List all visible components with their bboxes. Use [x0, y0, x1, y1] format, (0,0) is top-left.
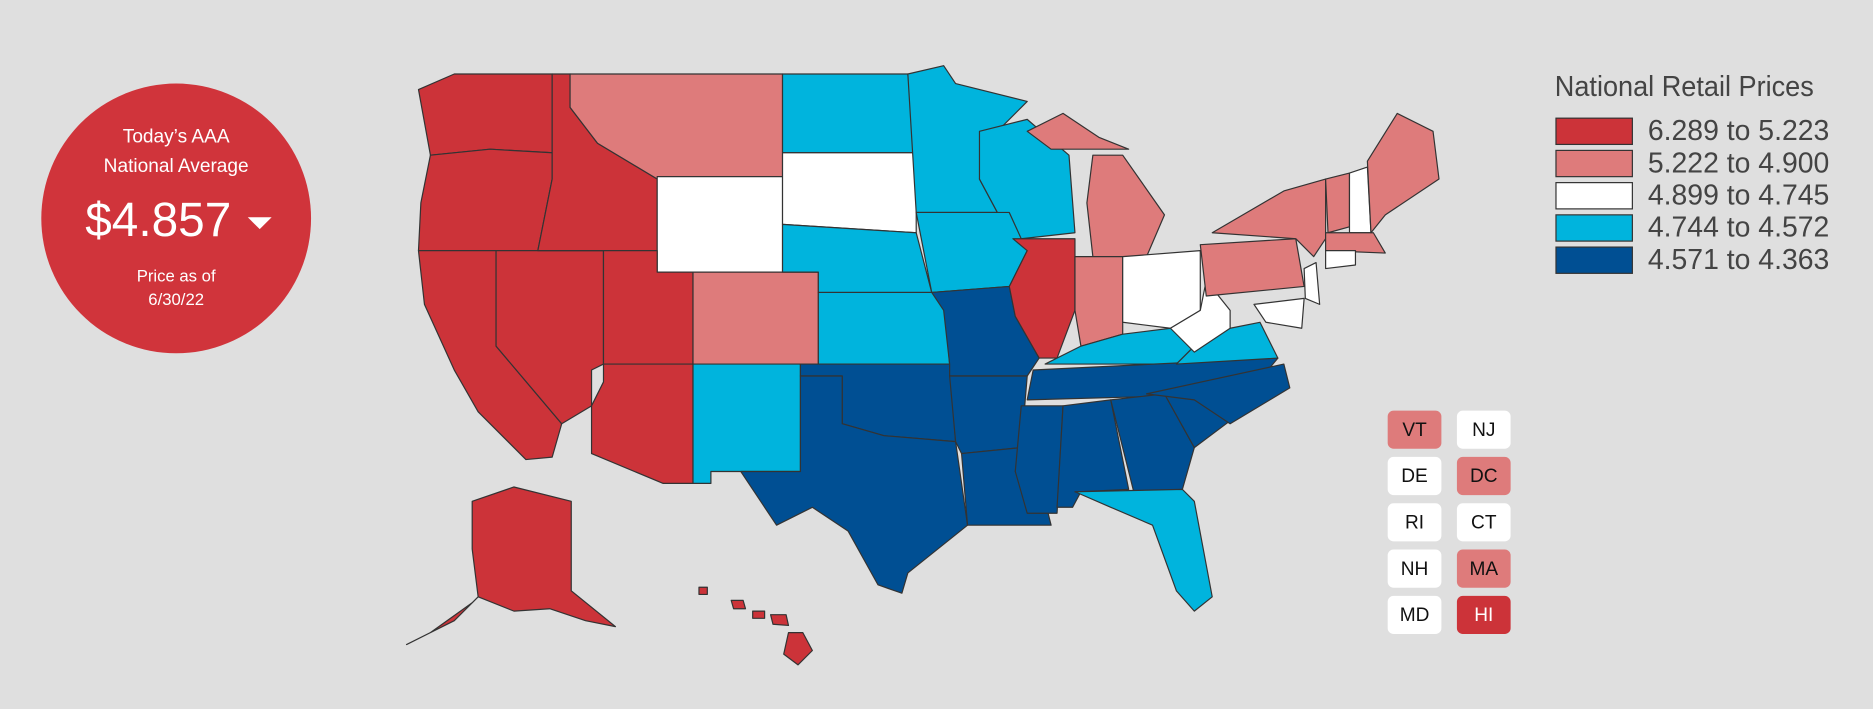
state-box-label[interactable]: NH: [1401, 559, 1429, 580]
legend-label: 4.744 to 4.572: [1648, 212, 1829, 244]
state-box-label[interactable]: VT: [1402, 420, 1427, 441]
state-box-label[interactable]: MA: [1469, 559, 1498, 580]
state-box[interactable]: [1387, 595, 1442, 635]
state-shape: [915, 211, 1028, 294]
badge-line: Today’s AAA: [123, 126, 230, 147]
state-box[interactable]: [1456, 410, 1511, 449]
state-shape: [1199, 238, 1305, 297]
state-shape: [698, 586, 708, 596]
state-shape: [417, 148, 553, 252]
state-shape: [1169, 279, 1231, 353]
state-shape: [471, 486, 617, 628]
state-shape: [1026, 112, 1130, 150]
state-shape: [1074, 488, 1213, 612]
state-box[interactable]: [1387, 549, 1442, 588]
legend-swatch: [1555, 117, 1633, 146]
state-shape: [1014, 405, 1064, 514]
state-box-label[interactable]: HI: [1474, 605, 1493, 626]
state-box[interactable]: [1387, 456, 1442, 496]
legend-swatch: [1555, 182, 1633, 210]
state-shape: [1253, 297, 1305, 329]
state-box[interactable]: [1456, 503, 1511, 542]
state-shape: [769, 614, 790, 627]
trend-icon: [247, 217, 272, 230]
state-shape: [417, 73, 553, 156]
legend-title: National Retail Prices: [1555, 71, 1814, 103]
state-box[interactable]: [1456, 456, 1511, 496]
state-shape: [783, 632, 813, 666]
state-box-label[interactable]: NJ: [1472, 420, 1495, 441]
legend-swatch: [1555, 214, 1633, 242]
legend-label: 5.222 to 4.900: [1648, 147, 1829, 179]
state-box[interactable]: [1456, 595, 1511, 635]
legend-swatch: [1555, 246, 1633, 274]
state-shape: [1366, 112, 1440, 234]
state-shape: [405, 596, 479, 646]
us-map: [405, 65, 1440, 666]
state-box-label[interactable]: DC: [1470, 466, 1498, 487]
legend-swatch: [1555, 149, 1633, 178]
state-shape: [1145, 363, 1291, 425]
badge-line: National Average: [104, 156, 249, 177]
state-box-label[interactable]: RI: [1405, 513, 1424, 534]
state-shape: [692, 271, 819, 365]
state-shape: [1086, 154, 1166, 258]
legend-label: 4.571 to 4.363: [1648, 244, 1829, 276]
state-shape: [817, 291, 951, 365]
state-box-label[interactable]: CT: [1471, 513, 1497, 534]
state-shape: [1303, 261, 1321, 305]
legend-label: 6.289 to 5.223: [1648, 115, 1829, 147]
state-boxes: VT NJ DE DC RI CT NH MA MD HI: [1387, 410, 1511, 635]
state-box-label[interactable]: DE: [1401, 466, 1428, 487]
state-shape: [1074, 256, 1124, 347]
price-badge: [41, 83, 312, 354]
state-box[interactable]: [1387, 503, 1442, 542]
state-shape: [1325, 250, 1357, 270]
state-shape: [781, 152, 917, 234]
state-shape: [656, 176, 784, 273]
state-shape: [590, 363, 694, 485]
state-shape: [730, 599, 747, 610]
state-shape: [692, 363, 802, 485]
badge-date: Price as of: [137, 266, 216, 285]
legend-label: 4.899 to 4.745: [1648, 180, 1829, 212]
state-shape: [1325, 172, 1351, 234]
state-shape: [781, 73, 917, 154]
state-shape: [1122, 250, 1201, 329]
state-shape: [949, 375, 1028, 455]
state-box-label[interactable]: MD: [1400, 605, 1430, 626]
badge-price: $4.857: [85, 194, 231, 247]
badge-date: 6/30/22: [148, 290, 204, 309]
state-shape: [752, 610, 766, 619]
state-shape: [1325, 232, 1386, 254]
state-box[interactable]: [1456, 549, 1511, 588]
state-box[interactable]: [1387, 410, 1442, 449]
